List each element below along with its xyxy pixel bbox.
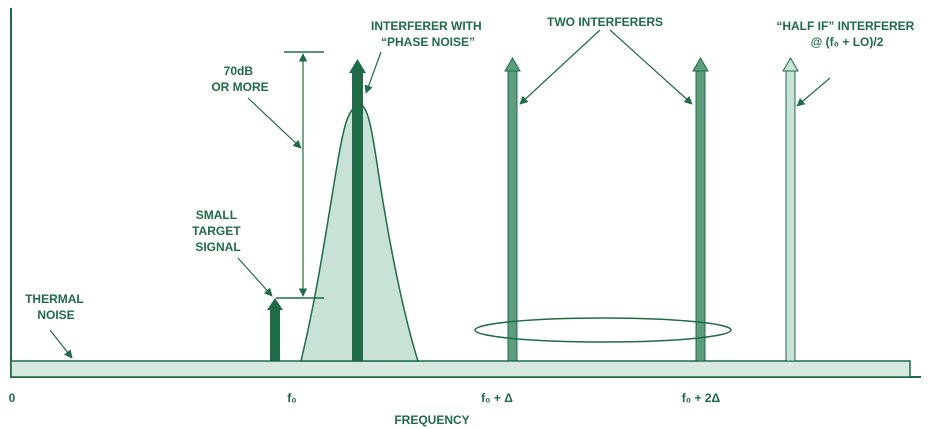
axis-f0-label: f₀ bbox=[287, 391, 296, 405]
interferer-phase-noise-label: INTERFERER WITH “PHASE NOISE” bbox=[371, 19, 485, 49]
interferer-f0-plus-2delta bbox=[692, 56, 709, 362]
interferer-f0-plus-delta bbox=[504, 56, 521, 362]
phase-noise-pointer bbox=[364, 51, 382, 94]
small-target-line-3: SIGNAL bbox=[195, 240, 240, 254]
half-if-label: “HALF IF” INTERFERER @ (f₀ + LO)/2 bbox=[776, 19, 917, 49]
small-target-pointer bbox=[237, 257, 273, 297]
seventy-db-line-2: OR MORE bbox=[211, 80, 268, 94]
thermal-noise-pointer bbox=[49, 329, 73, 359]
thermal-noise-line-1: THERMAL bbox=[25, 292, 83, 306]
interferer-phase-noise-line-2: “PHASE NOISE” bbox=[381, 35, 475, 49]
small-target-label: SMALL TARGET SIGNAL bbox=[192, 208, 244, 254]
axis-f0-plus-delta-label: f₀ + Δ bbox=[481, 391, 513, 405]
thermal-noise-line-2: NOISE bbox=[37, 308, 74, 322]
two-interferers-ellipse bbox=[474, 317, 732, 343]
axis-origin-label: 0 bbox=[9, 391, 16, 405]
axis-frequency-label: FREQUENCY bbox=[394, 413, 469, 427]
two-interferers-pointer-right bbox=[609, 29, 693, 105]
two-interferers-label: TWO INTERFERERS bbox=[547, 15, 663, 29]
axis-f0-plus-2delta-label: f₀ + 2Δ bbox=[682, 391, 721, 405]
seventy-db-label: 70dB OR MORE bbox=[211, 64, 268, 94]
half-if-line-2: @ (f₀ + LO)/2 bbox=[811, 35, 884, 49]
interferer-phase-noise-line-1: INTERFERER WITH bbox=[371, 19, 482, 33]
half-if-line-1: “HALF IF” INTERFERER bbox=[776, 19, 914, 33]
half-if-pointer bbox=[796, 77, 831, 107]
main-interferer-signal bbox=[349, 59, 366, 361]
seventy-db-pointer bbox=[247, 97, 302, 149]
half-if-interferer bbox=[782, 56, 799, 362]
two-interferers-pointer-left bbox=[519, 29, 601, 105]
thermal-noise-floor bbox=[10, 360, 911, 378]
small-target-line-1: SMALL bbox=[196, 208, 237, 222]
seventy-db-line-1: 70dB bbox=[224, 64, 254, 78]
small-target-line-2: TARGET bbox=[192, 224, 241, 238]
small-target-signal bbox=[267, 298, 283, 361]
thermal-noise-label: THERMAL NOISE bbox=[25, 292, 87, 322]
